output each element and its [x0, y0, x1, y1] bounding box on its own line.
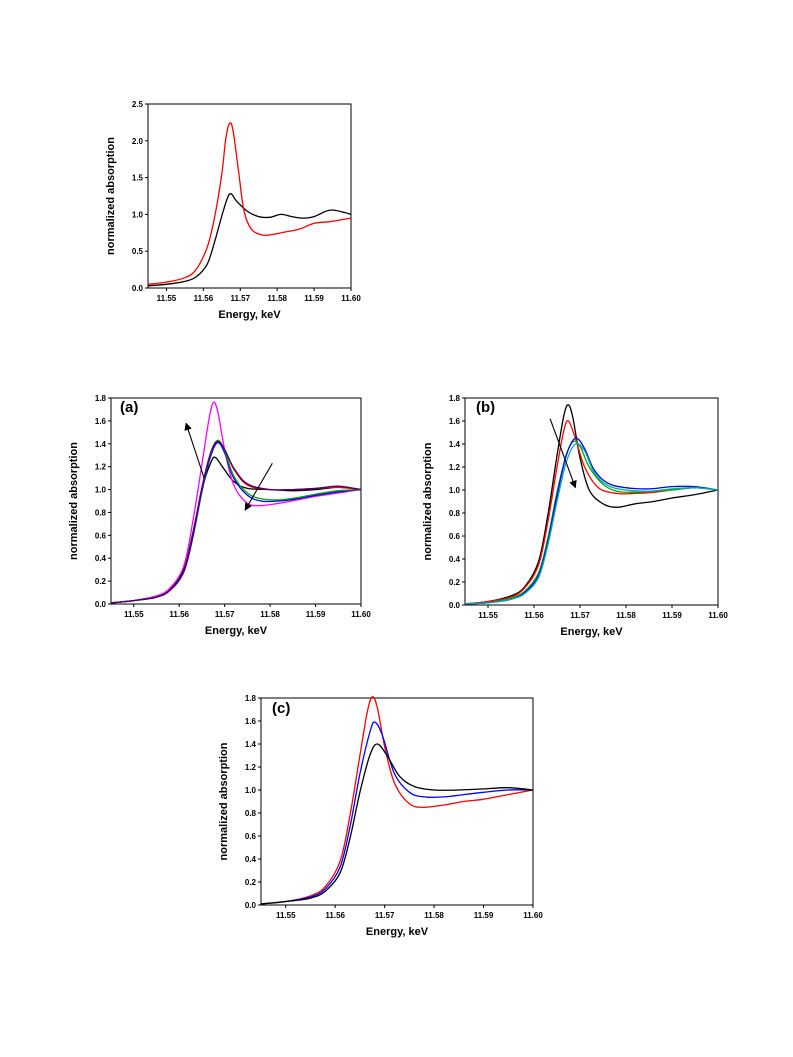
y-tick-label: 0.0: [245, 901, 257, 910]
y-tick-label: 1.0: [449, 486, 461, 495]
panel-label: (b): [476, 399, 495, 416]
y-tick-label: 1.5: [132, 174, 144, 183]
series-line: [464, 404, 719, 605]
y-tick-label: 1.2: [95, 463, 107, 472]
x-tick-label: 11.57: [230, 294, 250, 303]
y-axis-label: normalized absorption: [68, 442, 80, 560]
y-tick-label: 1.2: [245, 763, 257, 772]
x-tick-label: 11.56: [194, 294, 214, 303]
x-tick-label: 11.57: [215, 610, 235, 619]
chart-panel-c: 11.55 11.56 11.57 11.58 11.59 11.60 0.0 0.2 0.4 0…: [218, 694, 543, 938]
plot-frame: [147, 103, 352, 289]
y-tick-label: 0.2: [245, 878, 257, 887]
x-tick-label: 11.55: [124, 610, 144, 619]
y-tick-label: 0.4: [449, 555, 461, 564]
y-tick-label: 1.0: [132, 210, 144, 219]
x-tick-label: 11.60: [708, 611, 728, 620]
y-tick-label: 1.4: [245, 740, 257, 749]
plot-frame: [260, 697, 534, 906]
y-tick-label: 2.5: [132, 100, 144, 109]
x-tick-label: 11.55: [478, 611, 498, 620]
x-tick-label: 11.60: [351, 610, 371, 619]
y-tick-label: 0.0: [95, 600, 107, 609]
y-tick-label: 1.4: [95, 440, 107, 449]
y-tick-label: 0.2: [449, 578, 461, 587]
x-tick-label: 11.59: [662, 611, 682, 620]
y-tick-label: 1.4: [449, 440, 461, 449]
y-tick-label: 0.6: [245, 832, 257, 841]
series-line: [110, 401, 362, 604]
y-tick-label: 0.0: [132, 284, 144, 293]
y-axis-label: normalized absorption: [105, 137, 117, 255]
y-tick-label: 0.4: [245, 855, 257, 864]
x-tick-label: 11.57: [375, 911, 395, 920]
x-tick-label: 11.60: [523, 911, 543, 920]
x-axis-label: Energy, keV: [560, 626, 623, 638]
y-tick-label: 1.6: [449, 417, 461, 426]
series-line: [147, 193, 352, 287]
x-tick-label: 11.60: [341, 294, 361, 303]
x-tick-label: 11.55: [276, 911, 296, 920]
y-tick-label: 0.6: [449, 532, 461, 541]
y-axis-label: normalized absorption: [218, 742, 230, 860]
series-line: [464, 420, 719, 605]
y-tick-label: 1.0: [95, 486, 107, 495]
x-tick-label: 11.58: [260, 610, 280, 619]
panel-label: (a): [120, 399, 138, 416]
x-tick-label: 11.57: [570, 611, 590, 620]
x-tick-label: 11.59: [304, 294, 324, 303]
series-line: [147, 122, 352, 285]
panel-label: (c): [272, 700, 290, 717]
x-tick-label: 11.56: [169, 610, 189, 619]
y-tick-label: 1.6: [245, 717, 257, 726]
y-tick-label: 1.6: [95, 417, 107, 426]
plot-frame: [110, 397, 362, 605]
y-tick-label: 0.8: [95, 508, 107, 517]
y-tick-label: 0.0: [449, 601, 461, 610]
y-axis-label: normalized absorption: [422, 442, 434, 560]
y-tick-label: 0.2: [95, 577, 107, 586]
y-tick-label: 1.8: [95, 394, 107, 403]
plot-frame: [464, 397, 719, 606]
x-axis-label: Energy, keV: [366, 926, 429, 938]
trend-arrow: [244, 462, 273, 511]
y-tick-label: 1.2: [449, 463, 461, 472]
y-tick-label: 1.8: [449, 394, 461, 403]
series-line: [464, 442, 719, 605]
y-tick-label: 1.0: [245, 786, 257, 795]
series-line: [110, 440, 362, 604]
trend-arrow: [549, 418, 577, 489]
x-tick-label: 11.56: [325, 911, 345, 920]
trend-arrow: [184, 422, 205, 479]
x-tick-label: 11.58: [616, 611, 636, 620]
y-tick-label: 0.4: [95, 554, 107, 563]
x-tick-label: 11.55: [157, 294, 177, 303]
x-axis-label: Energy, keV: [205, 625, 268, 637]
charts-layer: 11.55 11.56 11.57 11.58 11.59 11.600.00.51.01…: [68, 100, 728, 938]
x-tick-label: 11.58: [267, 294, 287, 303]
chart-panel-top: 11.55 11.56 11.57 11.58 11.59 11.60 0.0 0.5 1.0 1…: [105, 100, 361, 321]
x-tick-label: 11.59: [474, 911, 494, 920]
series-line: [260, 743, 534, 905]
y-tick-label: 2.0: [132, 137, 144, 146]
y-tick-label: 0.8: [449, 509, 461, 518]
chart-panel-b: 11.55 11.56 11.57 11.58 11.59 11.60 0.0 0.2 0.4 0…: [422, 394, 728, 638]
y-tick-label: 0.5: [132, 247, 144, 256]
y-tick-label: 0.6: [95, 531, 107, 540]
x-tick-label: 11.56: [524, 611, 544, 620]
x-axis-label: Energy, keV: [218, 309, 281, 321]
y-tick-label: 1.8: [245, 694, 257, 703]
x-tick-label: 11.59: [306, 610, 326, 619]
chart-panel-a: 11.55 11.56 11.57 11.58 11.59 11.60 0.0 0.2 0.4 0…: [68, 394, 371, 637]
series-line: [260, 696, 534, 905]
x-tick-label: 11.58: [424, 911, 444, 920]
y-tick-label: 0.8: [245, 809, 257, 818]
series-line: [260, 721, 534, 905]
